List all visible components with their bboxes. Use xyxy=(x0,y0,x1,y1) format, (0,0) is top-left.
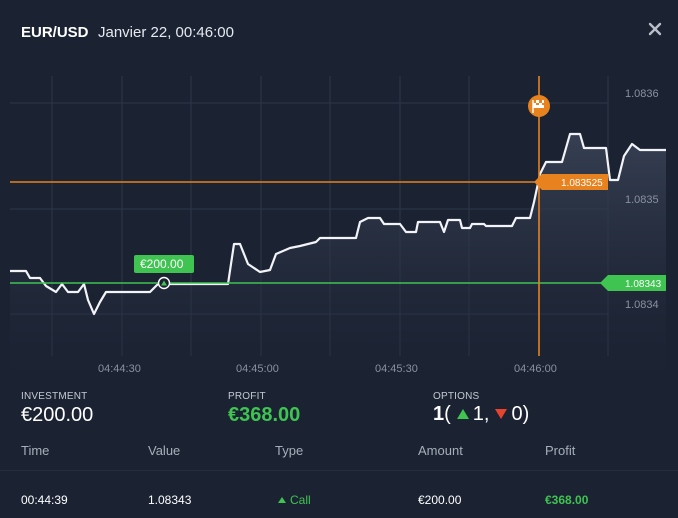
column-header-profit: Profit xyxy=(545,443,576,458)
investment-value: €200.00 xyxy=(21,404,94,426)
finish-flag-icon xyxy=(528,95,550,117)
price-label: 1.0835 xyxy=(625,194,659,206)
price-line xyxy=(10,132,666,316)
put-down-icon xyxy=(495,408,508,419)
price-area xyxy=(10,134,666,380)
row-type-label: Call xyxy=(290,493,311,507)
options-total: 1 xyxy=(433,403,445,425)
price-label: 1.0836 xyxy=(625,88,659,100)
investment-label: INVESTMENT xyxy=(21,391,88,402)
close-icon[interactable] xyxy=(646,20,664,38)
time-label: 04:45:30 xyxy=(375,363,418,375)
column-header-amount: Amount xyxy=(418,443,463,458)
options-summary: 1(1, 0) xyxy=(433,403,529,426)
column-header-value: Value xyxy=(148,443,181,458)
trade-datetime: Janvier 22, 00:46:00 xyxy=(98,24,234,41)
call-up-icon xyxy=(456,408,469,419)
column-header-time: Time xyxy=(21,443,50,458)
current-price-tag: 1.08343 xyxy=(625,279,662,290)
asset-pair: EUR/USD xyxy=(21,24,89,41)
price-label: 1.0834 xyxy=(625,299,659,311)
expiry-price-tag: 1.083525 xyxy=(561,178,603,189)
price-chart: 1.08343 1.083525 €200.00 xyxy=(0,62,678,380)
current-price-tag-bg xyxy=(600,275,666,291)
time-label: 04:45:00 xyxy=(236,363,279,375)
options-open-paren: ( xyxy=(444,403,451,425)
options-close-paren: ) xyxy=(522,403,530,425)
profit-label: PROFIT xyxy=(228,391,266,402)
call-up-icon xyxy=(278,496,286,503)
table-divider xyxy=(0,470,678,471)
entry-tag: €200.00 xyxy=(140,257,184,271)
row-time: 00:44:39 xyxy=(21,493,68,507)
options-label: OPTIONS xyxy=(433,391,480,402)
header: EUR/USD Janvier 22, 00:46:00 xyxy=(0,0,678,62)
entry-point-icon xyxy=(157,276,171,290)
options-up-count: 1, xyxy=(472,403,490,425)
entry-tag-bg xyxy=(134,255,194,273)
profit-value: €368.00 xyxy=(228,404,301,426)
row-type: Call xyxy=(278,493,311,507)
row-value: 1.08343 xyxy=(148,493,192,507)
row-amount: €200.00 xyxy=(418,493,462,507)
column-header-type: Type xyxy=(275,443,304,458)
row-profit: €368.00 xyxy=(545,493,589,507)
expiry-price-tag-bg xyxy=(534,174,608,190)
time-label: 04:46:00 xyxy=(514,363,557,375)
options-down-count: 0 xyxy=(511,403,523,425)
time-label: 04:44:30 xyxy=(98,363,141,375)
